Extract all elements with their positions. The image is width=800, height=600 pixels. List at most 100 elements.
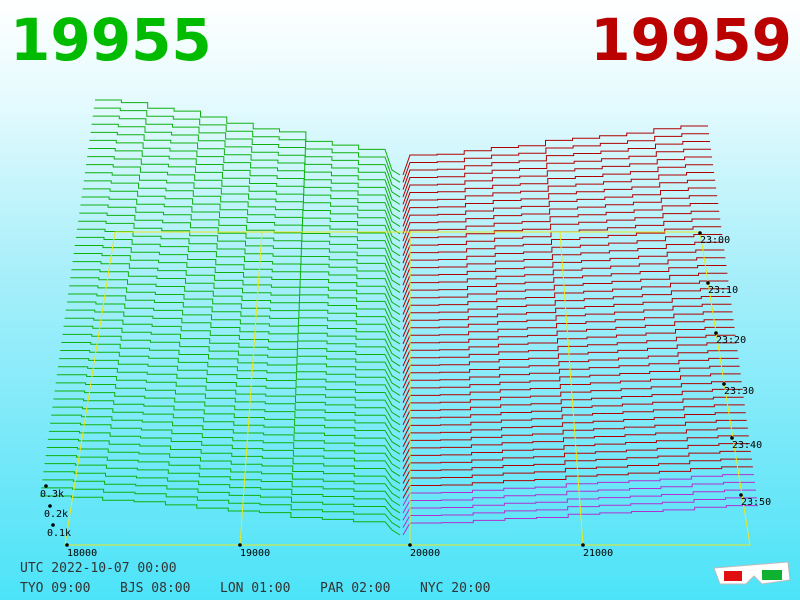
bid-depth-line	[87, 156, 401, 227]
time-label: 23:50	[741, 497, 771, 508]
bid-depth-line	[69, 285, 401, 345]
bid-depth-line	[93, 107, 401, 183]
ask-depth-line	[402, 450, 751, 484]
ask-depth-line	[402, 241, 724, 286]
bid-depth-line	[71, 269, 401, 330]
bid-depth-line	[59, 358, 401, 411]
ask-depth-line	[402, 412, 746, 448]
ask-depth-line	[402, 257, 726, 301]
bid-depth-line	[86, 164, 401, 235]
ask-depth-line	[402, 133, 710, 183]
bid-depth-line	[84, 172, 401, 242]
ask-depth-line	[402, 350, 738, 389]
time-label: 23:10	[708, 285, 738, 296]
ask-depth-line	[402, 311, 733, 352]
bid-depth-line	[44, 463, 401, 507]
city-time: PAR 02:00	[320, 581, 390, 596]
bid-depth-line	[42, 479, 401, 521]
ask-depth-line	[402, 272, 728, 315]
bid-depth-line	[62, 333, 401, 389]
tick-dot	[238, 543, 242, 547]
bid-depth-line	[68, 293, 401, 352]
bid-depth-line	[54, 390, 401, 440]
price-label: 19000	[240, 548, 270, 559]
ask-depth-line	[402, 419, 747, 455]
bid-depth-line	[91, 123, 401, 198]
bid-depth-line	[40, 495, 401, 536]
price-label: 18000	[67, 548, 97, 559]
bid-depth-line	[95, 99, 401, 176]
bid-depth-line	[51, 414, 401, 462]
depth-lines	[40, 99, 758, 536]
bid-depth-line	[92, 115, 401, 191]
ask-depth-line	[402, 466, 753, 499]
tick-dot	[730, 436, 734, 440]
time-label: 23:00	[700, 235, 730, 246]
ask-depth-line	[402, 265, 727, 308]
bid-price: 19955	[10, 6, 212, 74]
city-time: NYC 20:00	[420, 581, 490, 596]
ask-depth-line	[402, 381, 742, 418]
bid-depth-line	[83, 180, 401, 249]
ask-depth-line	[402, 203, 719, 249]
ask-depth-line	[402, 481, 755, 514]
time-label: 23:40	[732, 440, 762, 451]
volume-label: 0.3k	[40, 489, 64, 500]
bid-depth-line	[88, 147, 401, 220]
city-time: LON 01:00	[220, 581, 290, 596]
bid-depth-line	[63, 325, 401, 382]
ask-depth-line	[402, 326, 735, 367]
ask-depth-line	[402, 396, 744, 433]
tick-dot	[65, 543, 69, 547]
bid-depth-line	[77, 228, 401, 293]
ask-depth-line	[402, 427, 748, 462]
ask-depth-line	[402, 474, 754, 506]
bid-depth-line	[57, 366, 401, 418]
ask-depth-line	[402, 249, 725, 293]
bid-depth-line	[56, 374, 401, 426]
bid-depth-line	[61, 341, 401, 396]
time-label: 23:30	[724, 386, 754, 397]
ask-depth-line	[402, 288, 730, 330]
bid-depth-line	[55, 382, 401, 433]
ask-depth-line	[402, 365, 740, 403]
tick-dot	[48, 504, 52, 508]
price-label: 20000	[410, 548, 440, 559]
ask-depth-line	[402, 195, 718, 242]
ask-depth-line	[402, 179, 716, 227]
bid-depth-line	[82, 188, 401, 257]
bid-depth-line	[43, 471, 401, 514]
ask-price: 19959	[590, 6, 792, 74]
ask-depth-line	[402, 303, 732, 345]
ask-depth-line	[402, 342, 737, 381]
bid-depth-line	[46, 447, 401, 492]
ask-depth-line	[402, 156, 713, 205]
bid-depth-line	[73, 253, 401, 316]
ask-depth-line	[402, 334, 736, 374]
tick-dot	[714, 331, 718, 335]
3d-glasses-icon	[713, 561, 791, 585]
bid-depth-line	[75, 236, 401, 301]
ask-depth-line	[402, 164, 714, 212]
bid-depth-line	[53, 398, 401, 448]
ask-depth-line	[402, 319, 734, 359]
bid-depth-line	[66, 301, 401, 360]
ask-depth-line	[402, 280, 729, 323]
bid-depth-line	[50, 422, 401, 470]
tick-dot	[581, 543, 585, 547]
tick-dot	[44, 484, 48, 488]
ask-depth-line	[402, 497, 757, 528]
bid-depth-line	[70, 277, 401, 338]
city-time: TYO 09:00	[20, 581, 90, 596]
volume-label: 0.1k	[47, 528, 71, 539]
tick-dot	[706, 281, 710, 285]
ask-depth-line	[402, 489, 756, 521]
tick-dot	[722, 382, 726, 386]
ask-depth-line	[402, 435, 749, 470]
city-times: TYO 09:00 BJS 08:00 LON 01:00 PAR 02:00 NYC …	[20, 581, 490, 596]
bid-depth-line	[72, 261, 401, 323]
time-label: 23:20	[716, 335, 746, 346]
tick-dot	[739, 493, 743, 497]
